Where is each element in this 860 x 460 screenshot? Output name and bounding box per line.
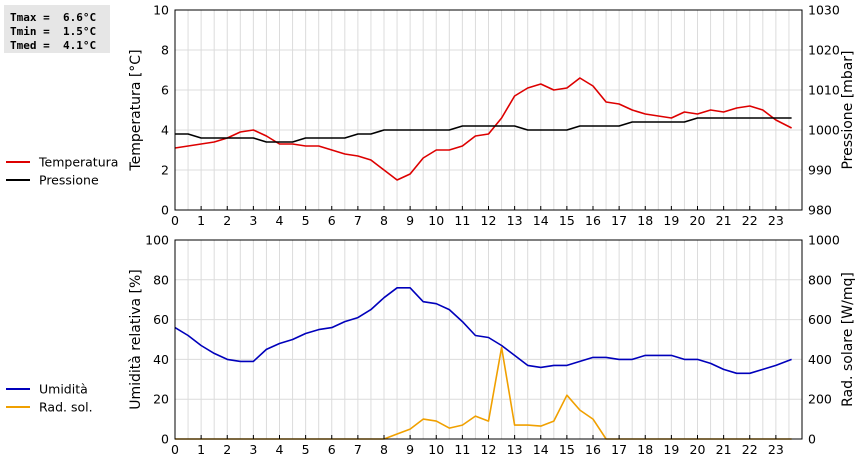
chart2-y-right-tick-label: 200 bbox=[808, 392, 832, 407]
chart2-x-tick-label: 23 bbox=[768, 442, 784, 457]
chart2-y-left-tick-label: 80 bbox=[153, 272, 169, 287]
chart1-y-left-tick-label: 2 bbox=[161, 163, 169, 178]
chart1-x-tick-label: 7 bbox=[354, 213, 362, 228]
chart1-x-tick-label: 3 bbox=[249, 213, 257, 228]
chart1-x-tick-label: 12 bbox=[481, 213, 497, 228]
chart2-x-tick-label: 22 bbox=[742, 442, 758, 457]
chart2-x-tick-label: 2 bbox=[223, 442, 231, 457]
stats-row-tmin: Tmin = 1.5°C bbox=[10, 25, 96, 38]
chart2-y-right-tick-label: 0 bbox=[808, 432, 816, 447]
chart1-series-line-2 bbox=[175, 117, 792, 143]
chart1-y-right-tick-label: 1020 bbox=[808, 43, 840, 58]
chart1-x-tick-label: 9 bbox=[406, 213, 414, 228]
chart1-x-tick-label: 14 bbox=[533, 213, 549, 228]
chart1-x-tick-label: 0 bbox=[171, 213, 179, 228]
chart1-y-left-tick-label: 0 bbox=[161, 203, 169, 218]
chart1-legend-label-2: Pressione bbox=[39, 173, 99, 188]
chart1-y-left-tick-label: 6 bbox=[161, 83, 169, 98]
chart2-x-tick-label: 4 bbox=[276, 442, 284, 457]
stats-value: 4.1°C bbox=[63, 39, 97, 52]
chart2-y-left-tick-label: 40 bbox=[153, 352, 169, 367]
chart1-x-tick-label: 20 bbox=[690, 213, 706, 228]
chart1-y-left-tick-label: 10 bbox=[153, 3, 169, 18]
chart2-y-right-tick-label: 400 bbox=[808, 352, 832, 367]
chart1-y-right-tick-label: 980 bbox=[808, 203, 832, 218]
chart2-legend-label-2: Rad. sol. bbox=[39, 400, 93, 415]
chart1-y-right-tick-label: 1030 bbox=[808, 3, 840, 18]
chart1-y-left-tick-label: 4 bbox=[161, 123, 169, 138]
chart1-x-tick-label: 10 bbox=[428, 213, 444, 228]
chart2-x-tick-label: 17 bbox=[611, 442, 627, 457]
chart2-x-tick-label: 14 bbox=[533, 442, 549, 457]
chart1-legend-label-1: Temperatura bbox=[38, 155, 118, 170]
chart2-y-left-tick-label: 100 bbox=[145, 233, 169, 248]
chart2-x-tick-label: 10 bbox=[428, 442, 444, 457]
chart1-y-right-tick-label: 1010 bbox=[808, 83, 840, 98]
stats-row-tmed: Tmed = 4.1°C bbox=[10, 39, 96, 52]
stats-value: 6.6°C bbox=[63, 11, 97, 24]
chart2-x-tick-label: 3 bbox=[249, 442, 257, 457]
chart2-x-tick-label: 16 bbox=[585, 442, 601, 457]
stats-box: Tmax = 6.6°C Tmin = 1.5°C Tmed = 4.1°C bbox=[4, 5, 110, 53]
chart2-y-right-tick-label: 800 bbox=[808, 272, 832, 287]
stats-value: 1.5°C bbox=[63, 25, 97, 38]
chart1-x-tick-label: 6 bbox=[328, 213, 336, 228]
chart1-x-tick-label: 17 bbox=[611, 213, 627, 228]
chart2-x-tick-label: 15 bbox=[559, 442, 575, 457]
chart1-x-tick-label: 13 bbox=[507, 213, 523, 228]
chart2-x-tick-label: 11 bbox=[454, 442, 470, 457]
chart2-x-tick-label: 9 bbox=[406, 442, 414, 457]
stats-label: Tmax = bbox=[10, 11, 50, 24]
chart2-legend-label-1: Umidità bbox=[39, 382, 88, 397]
chart1-y-right-tick-label: 1000 bbox=[808, 123, 840, 138]
chart1-x-tick-label: 18 bbox=[637, 213, 653, 228]
stats-label: Tmed = bbox=[10, 39, 50, 52]
chart1-x-tick-label: 8 bbox=[380, 213, 388, 228]
chart2-y-right-tick-label: 600 bbox=[808, 312, 832, 327]
chart2-x-tick-label: 5 bbox=[302, 442, 310, 457]
chart2-x-tick-label: 20 bbox=[690, 442, 706, 457]
chart2-x-tick-label: 7 bbox=[354, 442, 362, 457]
chart2-x-tick-label: 1 bbox=[197, 442, 205, 457]
chart1-x-tick-label: 16 bbox=[585, 213, 601, 228]
stats-label: Tmin = bbox=[10, 25, 50, 38]
chart2-x-tick-label: 6 bbox=[328, 442, 336, 457]
chart1-x-tick-label: 21 bbox=[716, 213, 732, 228]
stats-row-tmax: Tmax = 6.6°C bbox=[10, 11, 96, 24]
chart2-y-left-tick-label: 60 bbox=[153, 312, 169, 327]
chart2-x-tick-label: 19 bbox=[663, 442, 679, 457]
chart2-x-tick-label: 12 bbox=[481, 442, 497, 457]
chart1-x-tick-label: 11 bbox=[454, 213, 470, 228]
chart1-y-left-tick-label: 8 bbox=[161, 43, 169, 58]
chart2-x-tick-label: 13 bbox=[507, 442, 523, 457]
chart1-x-tick-label: 23 bbox=[768, 213, 784, 228]
chart1-y-right-tick-label: 990 bbox=[808, 163, 832, 178]
chart1-x-tick-label: 15 bbox=[559, 213, 575, 228]
chart1-x-tick-label: 2 bbox=[223, 213, 231, 228]
chart2-x-tick-label: 21 bbox=[716, 442, 732, 457]
chart2-x-tick-label: 8 bbox=[380, 442, 388, 457]
chart2-series-line-1 bbox=[174, 286, 792, 375]
chart1-x-tick-label: 19 bbox=[663, 213, 679, 228]
chart1-y-right-title: Pressione [mbar] bbox=[840, 50, 856, 169]
chart1-x-tick-label: 5 bbox=[302, 213, 310, 228]
chart2-x-tick-label: 18 bbox=[637, 442, 653, 457]
chart2-x-tick-label: 0 bbox=[171, 442, 179, 457]
chart1-y-left-title: Temperatura [°C] bbox=[128, 49, 144, 171]
chart2-y-left-tick-label: 20 bbox=[153, 392, 169, 407]
chart1-x-tick-label: 22 bbox=[742, 213, 758, 228]
chart2-y-right-tick-label: 1000 bbox=[808, 233, 840, 248]
chart1-x-tick-label: 1 bbox=[197, 213, 205, 228]
chart2-y-left-tick-label: 0 bbox=[161, 432, 169, 447]
chart1-x-tick-label: 4 bbox=[276, 213, 284, 228]
chart2-y-left-title: Umidità relativa [%] bbox=[128, 269, 144, 410]
chart2-y-right-title: Rad. solare [W/mq] bbox=[840, 272, 856, 407]
